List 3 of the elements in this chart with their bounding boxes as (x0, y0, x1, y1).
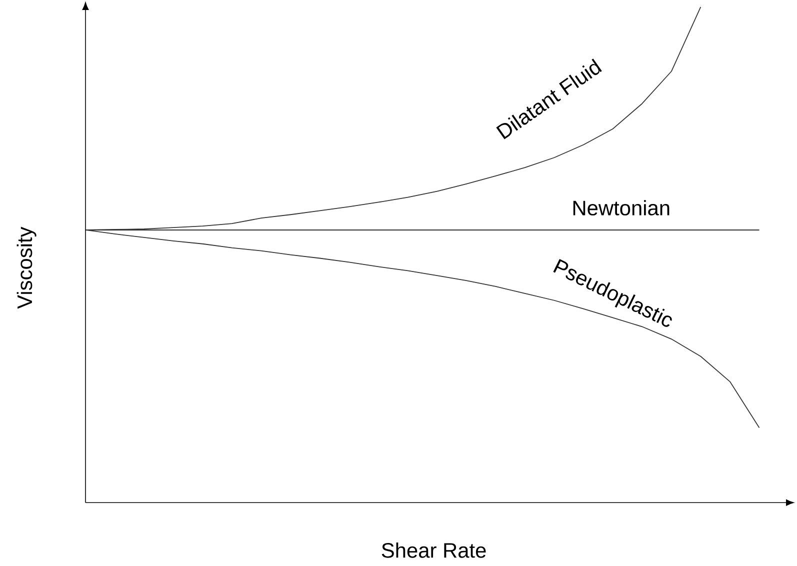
series-label: Newtonian (573, 200, 670, 216)
y-axis-title: Viscosity (16, 226, 36, 309)
x-axis-title: Shear Rate (382, 542, 486, 558)
